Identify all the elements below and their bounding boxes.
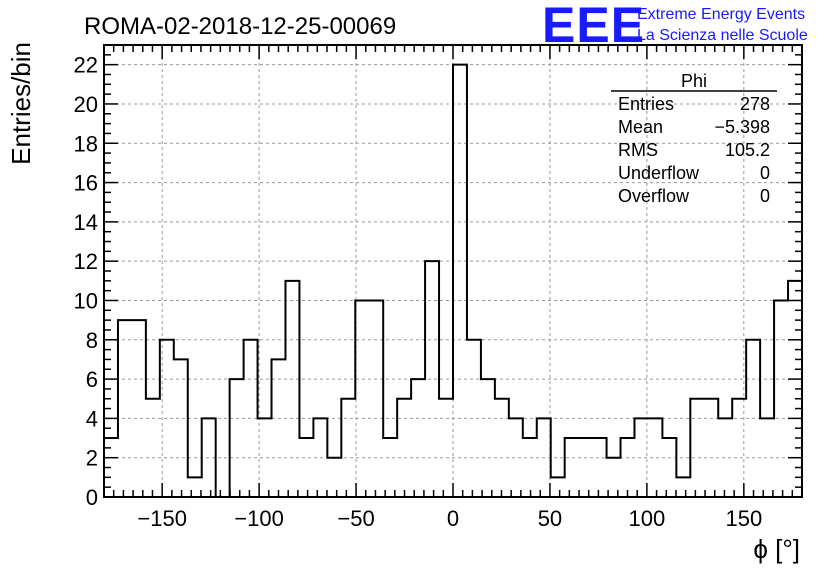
y-tick-label: 6 [86, 367, 98, 392]
y-tick-label: 2 [86, 446, 98, 471]
x-tick-label: −50 [337, 506, 374, 531]
x-axis-title: ϕ [°] [753, 534, 800, 564]
stats-label-underflow: Underflow [618, 163, 700, 183]
y-tick-labels: 0 2 4 6 8 10 12 14 16 18 20 22 [74, 53, 98, 510]
histogram-outline [104, 63, 802, 498]
stats-value-mean: −5.398 [714, 117, 770, 137]
y-tick-label: 16 [74, 171, 98, 196]
y-axis-title: Entries/bin [6, 42, 36, 165]
stats-label-rms: RMS [618, 140, 658, 160]
y-tick-label: 20 [74, 92, 98, 117]
stats-value-entries: 278 [740, 94, 770, 114]
y-tick-label: 4 [86, 406, 98, 431]
stats-label-entries: Entries [618, 94, 674, 114]
stats-value-rms: 105.2 [725, 140, 770, 160]
eee-logo-line2: La Scienza nelle Scuole [637, 27, 808, 44]
x-tick-label: 100 [629, 506, 666, 531]
x-tick-labels: −150 −100 −50 0 50 100 150 [137, 506, 762, 531]
chart-title: ROMA-02-2018-12-25-00069 [84, 13, 396, 40]
y-tick-label: 14 [74, 210, 98, 235]
eee-logo-line1: Extreme Energy Events [637, 6, 805, 23]
x-tick-label: 50 [538, 506, 562, 531]
x-tick-label: −100 [234, 506, 284, 531]
y-tick-label: 10 [74, 288, 98, 313]
eee-logo: EEE Extreme Energy Events La Scienza nel… [542, 0, 808, 53]
y-tick-label: 0 [86, 485, 98, 510]
stats-value-underflow: 0 [760, 163, 770, 183]
stats-box: Phi Entries 278 Mean −5.398 RMS 105.2 Un… [611, 71, 777, 206]
stats-label-overflow: Overflow [618, 186, 690, 206]
axis-ticks [104, 44, 802, 498]
y-tick-label: 12 [74, 249, 98, 274]
y-tick-label: 18 [74, 131, 98, 156]
stats-label-mean: Mean [618, 117, 663, 137]
x-tick-label: 0 [447, 506, 459, 531]
stats-box-name: Phi [681, 71, 707, 91]
x-tick-label: −150 [137, 506, 187, 531]
stats-value-overflow: 0 [760, 186, 770, 206]
y-tick-label: 8 [86, 328, 98, 353]
x-tick-label: 150 [725, 506, 762, 531]
y-tick-label: 22 [74, 53, 98, 78]
